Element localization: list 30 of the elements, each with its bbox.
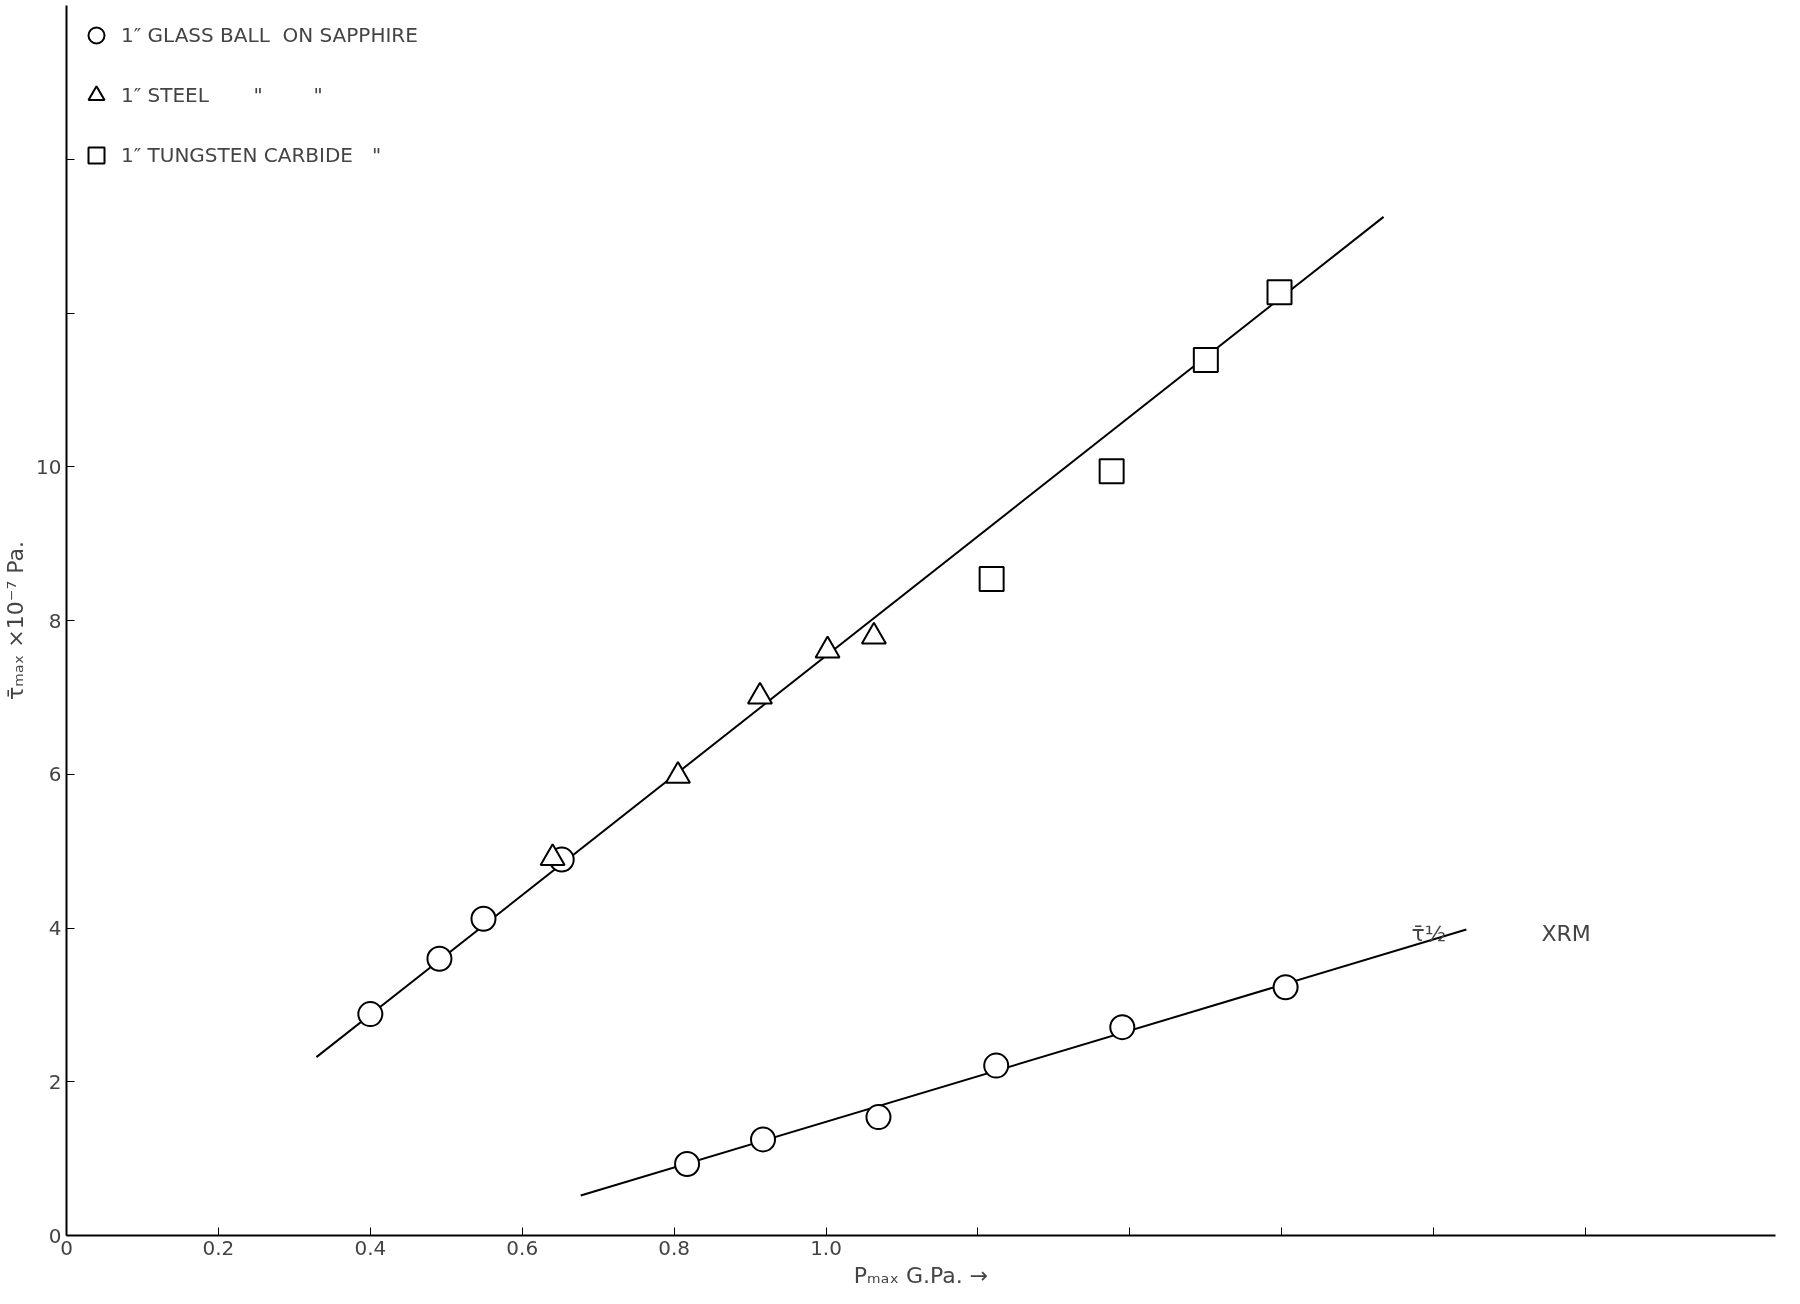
point xyxy=(1109,1014,1136,1041)
y-tick-label: 6 xyxy=(48,762,62,787)
x-tick-label: 1.0 xyxy=(810,1235,842,1260)
point xyxy=(1272,974,1299,1001)
legend-label: 1″ TUNGSTEN CARBIDE " xyxy=(121,143,382,167)
x-tick-label: 0.6 xyxy=(506,1235,539,1260)
point xyxy=(750,1126,777,1153)
annotation: τ̄½ xyxy=(1411,920,1447,946)
point xyxy=(470,905,497,932)
x-tick-label: 0.2 xyxy=(202,1235,235,1260)
y-axis-title: τ̄ₘₐₓ ×10⁻⁷ Pa. xyxy=(3,541,29,700)
point xyxy=(426,945,453,972)
point xyxy=(865,1104,892,1131)
legend-label: 1″ STEEL " " xyxy=(121,83,323,107)
point xyxy=(674,1151,701,1177)
y-tick-label: 10 xyxy=(36,454,62,479)
point xyxy=(1192,346,1219,373)
point xyxy=(1098,458,1125,485)
legend-label: 1″ GLASS BALL ON SAPPHIRE xyxy=(121,23,418,47)
y-tick-label: 4 xyxy=(48,916,62,940)
x-tick-label: 0.8 xyxy=(658,1235,691,1260)
annotation: XRM xyxy=(1541,920,1591,946)
point xyxy=(983,1052,1010,1079)
x-tick-label: 0.4 xyxy=(354,1235,387,1260)
y-tick-label: 8 xyxy=(48,608,62,633)
point xyxy=(978,565,1005,592)
point xyxy=(1266,279,1293,306)
point xyxy=(357,1001,384,1028)
x-axis-title: Pₘₐₓ G.Pa. → xyxy=(853,1262,989,1288)
y-tick-label: 2 xyxy=(48,1069,62,1094)
